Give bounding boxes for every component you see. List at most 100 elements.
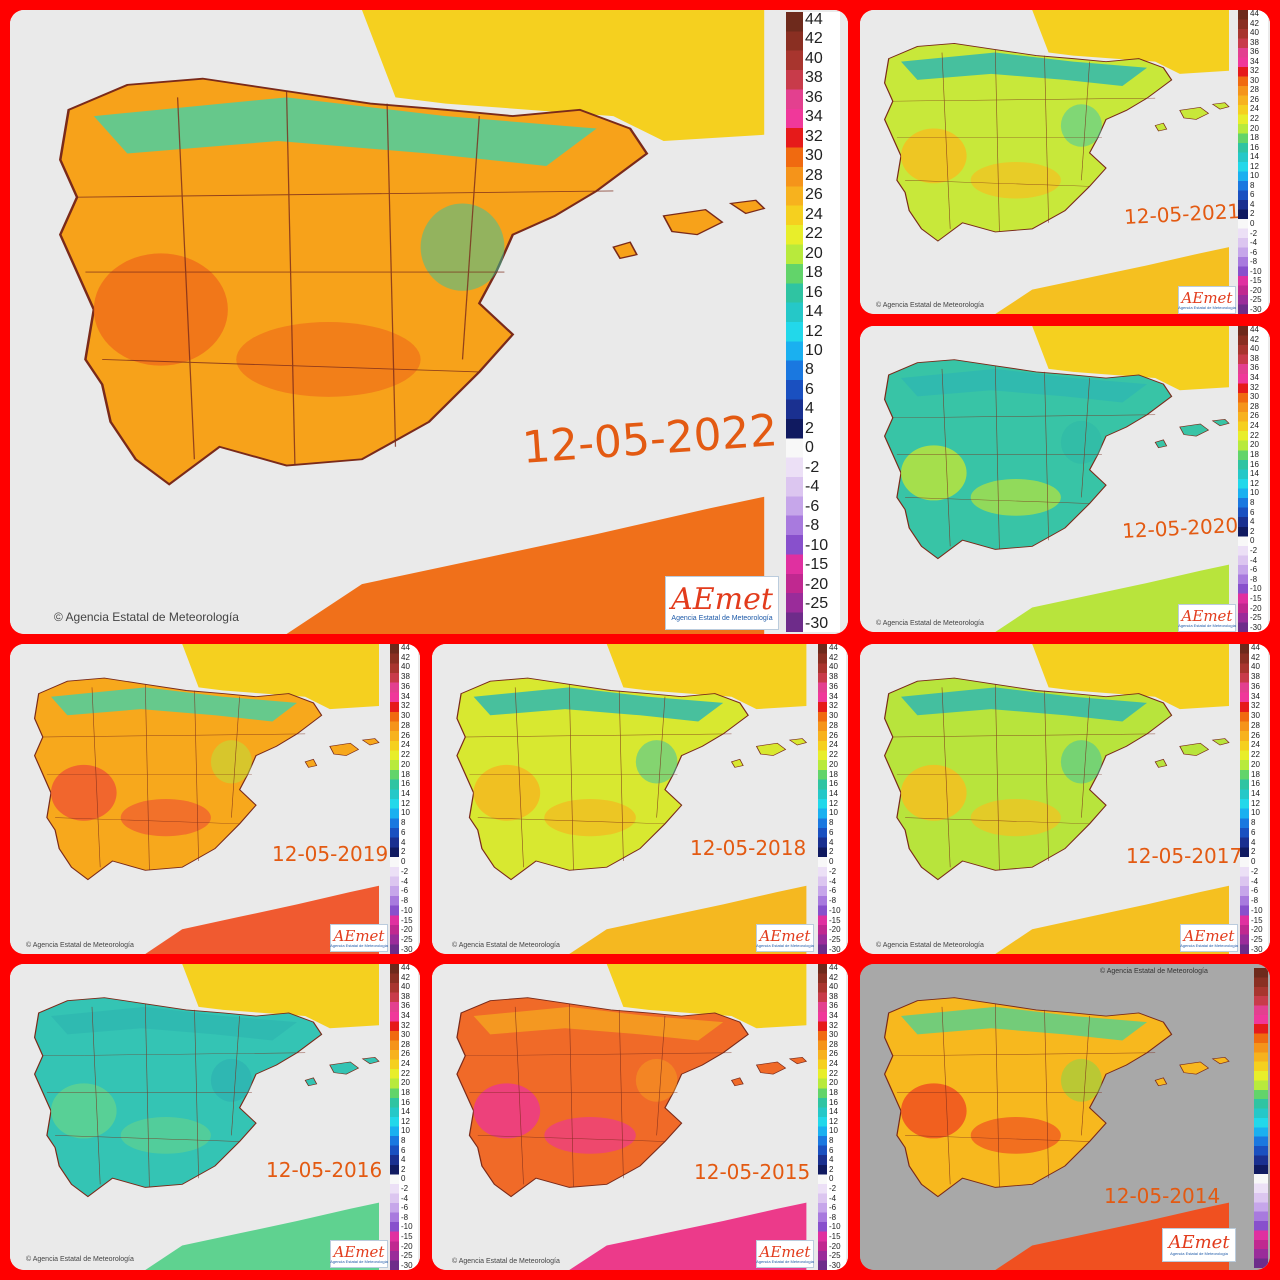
legend-tick-label: 38 [1251,672,1260,682]
france-land [361,10,765,142]
legend-tick-label: 28 [401,1039,410,1049]
legend-tick-label: 10 [805,341,823,359]
aemet-logo: AEmet Agencia Estatal de Meteorología [330,1240,388,1268]
legend-tick-label: 8 [1251,818,1256,828]
legend-tick-label: -10 [401,905,413,915]
province-border-line [176,97,195,460]
legend-labels: 44 42 40 38 36 34 32 30 28 26 24 22 20 18 16 14 12 10 8 6 4 2… [829,644,841,954]
province-border-line [994,1003,1000,1188]
iberia-land [883,359,1173,560]
legend-tick-label: 2 [401,847,406,857]
legend-tick-label: 14 [1250,469,1259,479]
legend-tick-label: 0 [829,857,834,867]
legend-tick-label: -15 [805,556,829,574]
legend-tick-label: 32 [829,701,838,711]
legend-tick-label: -4 [805,478,820,496]
temperature-legend: 44 42 40 38 36 34 32 30 28 26 24 22 20 18 16 14 12 10 8 6 4 2… [818,644,846,954]
province-border-line [42,733,306,738]
province-border-line [994,49,1000,232]
legend-tick-label: 42 [805,30,823,48]
legend-tick-label: 42 [401,972,410,982]
legend-tick-label: 38 [805,69,823,87]
province-border-line [477,1135,665,1142]
legend-tick-label: 0 [1250,219,1255,229]
legend-tick-label: 44 [829,964,838,972]
legend-tick-label: 30 [829,1030,838,1040]
legend-tick-label: 36 [829,681,838,691]
legend-tick-label: 40 [401,982,410,992]
aemet-logo: AEmet Agencia Estatal de Meteorología [665,576,779,630]
legend-color-bar [1240,644,1249,954]
legend-tick-label: 12 [1250,161,1259,171]
province-border-line [477,817,665,825]
iberia-land [883,997,1173,1198]
legend-tick-label: -25 [1250,613,1262,623]
legend-tick-label: 38 [829,991,838,1001]
temperature-map [10,964,420,1270]
east-zone [1060,740,1102,784]
legend-tick-label: -2 [1251,866,1259,876]
province-border-line [905,1135,1090,1142]
balearic-island [304,1077,318,1087]
northern-zone [473,1006,724,1041]
legend-tick-label: -6 [1250,565,1258,575]
legend-tick-label: 36 [1250,47,1259,57]
east-zone [1060,104,1102,147]
legend-tick-label: -20 [829,925,841,935]
balearic-island [1211,418,1230,427]
legend-tick-label: 10 [829,808,838,818]
legend-tick-label: 18 [829,1087,838,1097]
legend-tick-label: -25 [829,935,841,945]
balearic-island [1179,1061,1210,1075]
south-hot-zone [544,799,636,837]
legend-tick-label: 38 [1250,353,1259,363]
legend-tick-label: 0 [401,857,406,867]
province-border-line [1081,378,1090,498]
france-land [1032,326,1229,391]
legend-tick-label: -8 [401,1212,409,1222]
legend-tick-label: -15 [1250,276,1262,286]
legend-color-bar [786,12,803,632]
legend-tick-label: 20 [1250,123,1259,133]
iberia-land [58,77,649,486]
date-label: 12-05-2015 [694,1160,811,1184]
map-panel-2017: 12-05-2017 © Agencia Estatal de Meteorol… [860,644,1270,954]
south-hot-zone [544,1117,636,1154]
legend-color-bar [1254,968,1268,1268]
legend-tick-label: -2 [1250,546,1258,556]
province-border-line [144,1003,150,1188]
legend-tick-label: 18 [1250,133,1259,143]
temperature-legend: 44 42 40 38 36 34 32 30 28 26 24 22 20 18 16 14 12 10 8 6 4 2… [390,644,418,954]
legend-tick-label: 26 [829,1049,838,1059]
legend-tick-label: 30 [829,711,838,721]
legend-tick-label: -2 [829,1184,837,1194]
temperature-map [860,644,1270,954]
southwest-hot-zone [901,764,967,821]
legend-tick-label: 30 [401,1030,410,1040]
province-border-line [905,180,1090,187]
legend-tick-label: 6 [805,380,814,398]
legend-tick-label: 6 [1250,190,1255,200]
legend-tick-label: -10 [1251,905,1263,915]
legend-tick-label: 34 [805,108,823,126]
legend-tick-label: 4 [829,837,834,847]
legend-tick-label: 12 [401,798,410,808]
legend-labels: 44 42 40 38 36 34 32 30 28 26 24 22 20 18 16 14 12 10 8 6 4 2… [401,644,413,954]
legend-tick-label: 32 [805,127,823,145]
legend-tick-label: -4 [1250,238,1258,248]
province-border-line [656,696,666,818]
copyright-credit: © Agencia Estatal de Meteorología [876,942,984,949]
legend-tick-label: 16 [829,1097,838,1107]
copyright-credit: © Agencia Estatal de Meteorología [452,942,560,949]
temperature-map [432,644,848,954]
northern-zone [51,687,297,722]
legend-tick-label: 26 [401,730,410,740]
province-border-line [77,190,614,198]
legend-tick-label: 2 [829,847,834,857]
legend-tick-label: 14 [1251,789,1260,799]
balearic-island [361,1056,380,1065]
aemet-logo: AEmet Agencia Estatal de Meteorología [1178,604,1236,632]
balearic-island [730,758,744,768]
legend-tick-label: 26 [1251,730,1260,740]
legend-tick-label: 18 [805,264,823,282]
